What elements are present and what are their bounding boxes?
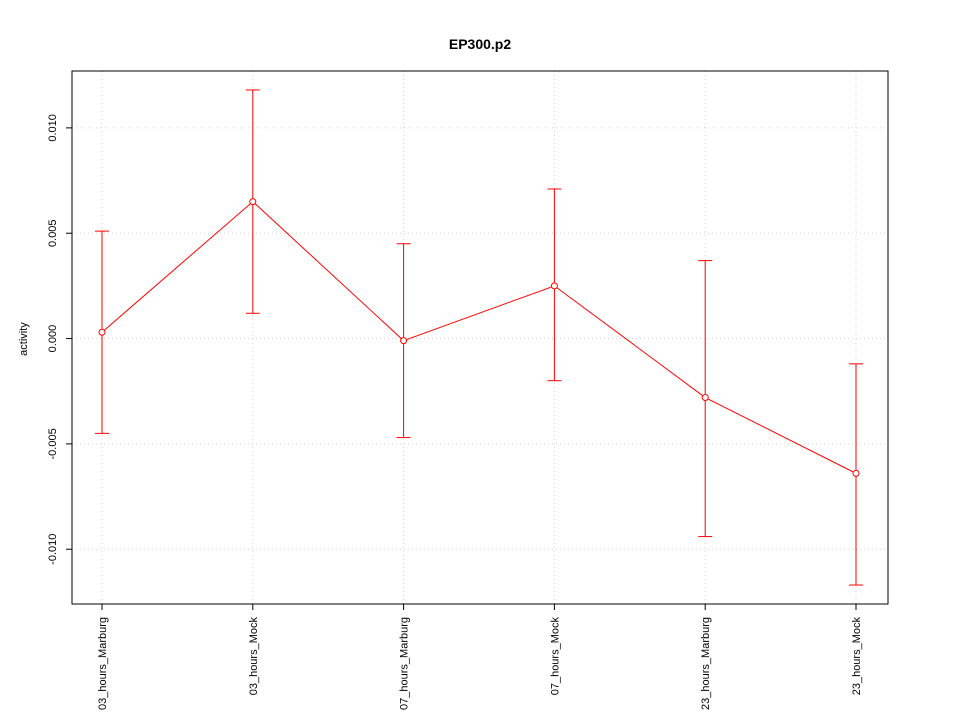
x-tick-label: 07_hours_Marburg (399, 617, 411, 710)
y-tick-label: -0.005 (47, 428, 59, 459)
y-axis-label: activity (18, 322, 30, 356)
data-point (550, 282, 558, 290)
x-tick-label: 23_hours_Marburg (700, 617, 712, 710)
series (95, 89, 863, 586)
axes: -0.010 -0.005 0.000 0.005 0.010 03_hours_Marb… (47, 70, 889, 710)
series-line (101, 200, 857, 474)
x-tick-label: 03_hours_Mock (248, 617, 260, 696)
data-point (400, 337, 408, 345)
chart-title: EP300.p2 (449, 36, 511, 52)
data-point (852, 469, 860, 477)
y-tick-label: 0.010 (47, 114, 59, 142)
x-tick-label: 23_hours_Mock (851, 617, 863, 696)
y-tick-label: 0.000 (47, 325, 59, 353)
plot-frame (71, 70, 889, 605)
y-tick-label: 0.005 (47, 219, 59, 247)
data-point (249, 198, 257, 206)
x-tick-label: 03_hours_Marburg (97, 617, 109, 710)
y-tick-label: -0.010 (47, 534, 59, 565)
grid (72, 71, 888, 604)
data-point (701, 394, 709, 402)
x-tick-label: 07_hours_Mock (549, 617, 561, 696)
data-point (98, 328, 106, 336)
